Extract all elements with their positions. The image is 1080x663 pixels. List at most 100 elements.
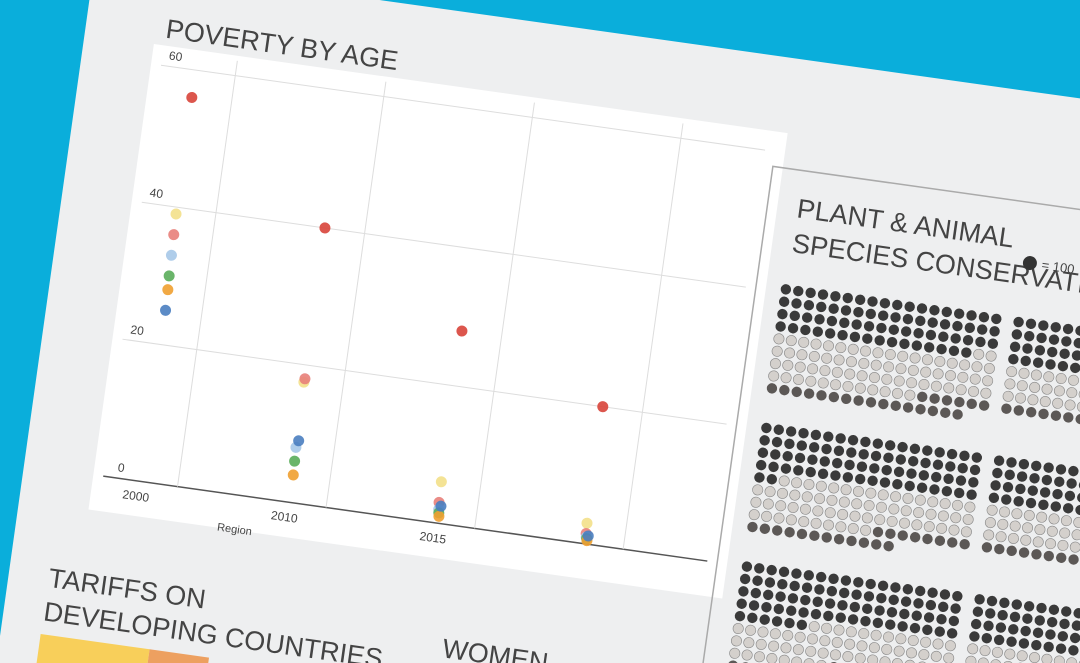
waffle-dot bbox=[924, 342, 935, 353]
waffle-dot bbox=[789, 489, 801, 501]
waffle-dot bbox=[1056, 552, 1067, 563]
waffle-dot bbox=[1073, 608, 1080, 619]
waffle-dot bbox=[1055, 373, 1067, 385]
waffle-dot bbox=[872, 347, 884, 359]
waffle-dot bbox=[883, 361, 895, 373]
waffle-dot bbox=[1011, 599, 1022, 610]
waffle-dot bbox=[743, 637, 755, 649]
waffle-dot bbox=[860, 615, 871, 627]
waffle-dot bbox=[831, 457, 843, 469]
waffle-dot bbox=[1055, 464, 1067, 475]
point bbox=[433, 510, 445, 522]
grid-line bbox=[103, 475, 708, 562]
waffle-dot bbox=[932, 638, 944, 650]
waffle-dot bbox=[770, 449, 781, 460]
waffle-dot bbox=[844, 459, 855, 471]
waffle-dot bbox=[738, 586, 749, 597]
waffle-dot bbox=[1038, 499, 1049, 510]
waffle-dot bbox=[826, 494, 838, 506]
point bbox=[582, 530, 594, 542]
waffle-dot bbox=[895, 454, 907, 465]
waffle-dot bbox=[803, 300, 815, 311]
waffle-dot bbox=[1016, 471, 1028, 482]
waffle-dot bbox=[988, 492, 1000, 504]
waffle-dot bbox=[991, 646, 1003, 658]
point bbox=[319, 222, 331, 234]
waffle-dot bbox=[839, 317, 850, 329]
waffle-dot bbox=[1011, 508, 1023, 520]
waffle-dot bbox=[1057, 360, 1069, 372]
waffle-dot bbox=[779, 384, 790, 396]
point bbox=[299, 373, 311, 385]
waffle-dot bbox=[1043, 550, 1055, 562]
waffle-dot bbox=[784, 347, 796, 359]
waffle-dot bbox=[944, 640, 956, 652]
waffle-dot bbox=[906, 647, 918, 659]
waffle-dot bbox=[821, 443, 832, 455]
waffle-dot bbox=[784, 527, 795, 538]
waffle-dot bbox=[793, 285, 804, 297]
waffle-dot bbox=[1020, 534, 1032, 546]
waffle-dot bbox=[815, 480, 827, 492]
waffle-dot bbox=[753, 651, 765, 663]
waffle-dot bbox=[794, 452, 806, 464]
waffle-dot bbox=[1018, 367, 1030, 379]
waffle-dot bbox=[1041, 653, 1053, 663]
waffle-dot bbox=[837, 329, 848, 341]
waffle-dot bbox=[856, 370, 868, 382]
waffle-dot bbox=[893, 375, 905, 387]
waffle-dot bbox=[927, 587, 938, 598]
waffle-dot bbox=[1001, 494, 1012, 505]
waffle-dot bbox=[817, 647, 829, 659]
waffle-dot bbox=[964, 322, 976, 334]
waffle-dot bbox=[814, 493, 826, 505]
waffle-dot bbox=[782, 451, 793, 462]
x-tick-label: 2000 bbox=[122, 487, 151, 505]
point bbox=[186, 91, 198, 103]
waffle-dot bbox=[803, 570, 815, 581]
waffle-dot bbox=[948, 615, 960, 627]
waffle-dot bbox=[900, 326, 912, 337]
waffle-dot bbox=[831, 636, 843, 648]
waffle-dot bbox=[803, 478, 815, 490]
waffle-dot bbox=[876, 322, 887, 334]
waffle-dot bbox=[904, 389, 916, 401]
waffle-dot bbox=[791, 568, 802, 579]
waffle-dot bbox=[824, 598, 836, 609]
waffle-dot bbox=[1073, 337, 1080, 349]
waffle-dot bbox=[946, 448, 958, 460]
waffle-dot bbox=[785, 514, 797, 526]
waffle-dot bbox=[920, 636, 932, 648]
waffle-dot bbox=[860, 345, 872, 357]
waffle-dot bbox=[847, 614, 859, 625]
waffle-dot bbox=[925, 599, 937, 611]
waffle-dot bbox=[945, 461, 956, 472]
waffle-dot bbox=[835, 342, 847, 354]
waffle-card bbox=[685, 165, 1080, 663]
grid-line bbox=[622, 123, 684, 550]
waffle-dot bbox=[902, 492, 914, 504]
waffle-dot bbox=[849, 510, 861, 522]
waffle-dot bbox=[997, 609, 1008, 621]
waffle-dot bbox=[890, 312, 901, 323]
waffle-dot bbox=[941, 395, 953, 406]
waffle-dot bbox=[806, 633, 818, 645]
waffle-dot bbox=[1004, 648, 1016, 660]
waffle-dot bbox=[886, 515, 898, 527]
waffle-dot bbox=[1063, 412, 1074, 423]
waffle-dot bbox=[867, 384, 879, 396]
waffle-dot bbox=[798, 516, 810, 528]
waffle-dot bbox=[734, 610, 746, 622]
waffle-dot bbox=[1036, 602, 1047, 614]
waffle-dot bbox=[959, 539, 970, 550]
waffle-dot bbox=[846, 535, 857, 547]
waffle-dot bbox=[961, 347, 972, 358]
waffle-dot bbox=[886, 336, 898, 348]
waffle-dot bbox=[769, 358, 781, 370]
waffle-dot bbox=[828, 573, 839, 585]
waffle-dot bbox=[1034, 345, 1046, 356]
waffle-dot bbox=[794, 631, 806, 643]
